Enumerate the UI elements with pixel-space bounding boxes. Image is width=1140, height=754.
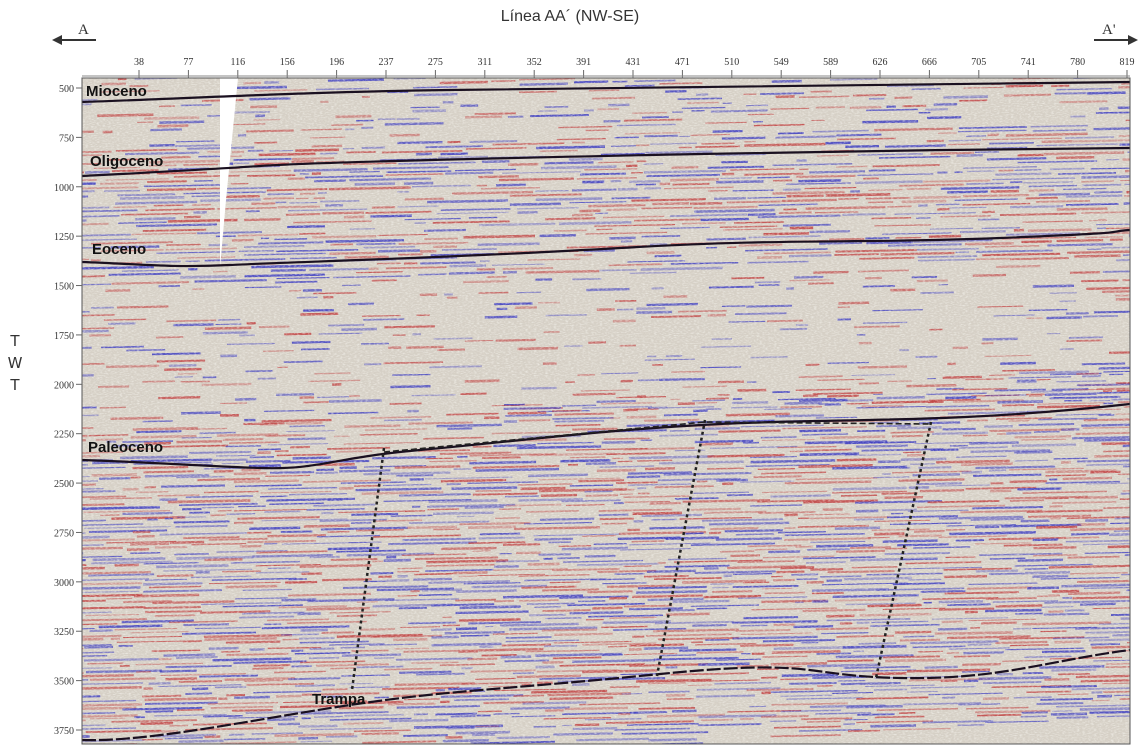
horizon-paleoceno-line [82, 402, 1130, 470]
y-tick-label: 750 [59, 133, 74, 144]
reflector-streak [653, 72, 675, 73]
horizon-label-oligoceno: Oligoceno [90, 153, 163, 170]
reflector-streak [522, 752, 575, 753]
y-tick-label: 1500 [54, 282, 74, 293]
horizon-label-paleoceno: Paleoceno [88, 439, 163, 456]
y-tick-label: 1000 [54, 183, 74, 194]
reflector-streak [984, 71, 1042, 72]
x-tick-label: 549 [774, 57, 789, 68]
arrow-right-icon [1094, 35, 1138, 45]
y-tick-label: 3750 [54, 726, 74, 737]
reflector-streak [629, 743, 648, 744]
reflector-streak [378, 745, 436, 746]
reflector-streak [367, 748, 435, 749]
reflector-streak [82, 648, 84, 650]
horizon-eoceno-line [82, 228, 1130, 268]
x-tick-label: 196 [329, 57, 344, 68]
horizon-label-trampa: Trampa [312, 691, 366, 708]
reflector-streak [278, 743, 300, 744]
y-tick-label: 3250 [54, 627, 74, 638]
reflector-streak [1049, 73, 1091, 74]
horizon-layer [82, 80, 1130, 742]
y-tick-label: 2250 [54, 430, 74, 441]
x-tick-label: 589 [823, 57, 838, 68]
x-tick-label: 705 [971, 57, 986, 68]
x-tick-label: 275 [428, 57, 443, 68]
x-tick-label: 352 [527, 57, 542, 68]
reflector-streak [621, 70, 651, 71]
x-tick-label: 431 [626, 57, 641, 68]
y-tick-label: 3000 [54, 578, 74, 589]
x-tick-label: 780 [1070, 57, 1085, 68]
reflector-streak [287, 746, 352, 747]
endpoint-a-prime-label: A' [1102, 22, 1116, 38]
horizon-mioceno-line [82, 80, 1130, 104]
x-tick-label: 626 [873, 57, 888, 68]
trap-top-line [383, 421, 932, 453]
horizon-label-mioceno: Mioceno [86, 83, 147, 100]
y-tick-label: 500 [59, 84, 74, 95]
endpoint-a-label: A [78, 22, 89, 38]
reflector-streak [1128, 234, 1130, 237]
arrow-left-icon [52, 35, 96, 45]
reflector-streak [493, 68, 522, 69]
reflector-streak [575, 747, 652, 749]
seismic-grain [82, 78, 1130, 744]
x-tick-label: 156 [280, 57, 295, 68]
data-gap-wedge [220, 78, 238, 268]
panel-frame [81, 77, 1131, 745]
y-tick-label: 2000 [54, 380, 74, 391]
x-tick-label: 311 [477, 57, 492, 68]
x-tick-label: 116 [230, 57, 245, 68]
fault-layer [350, 419, 933, 691]
reflector-streak [334, 73, 369, 74]
fault-line-3 [874, 421, 933, 679]
reflector-streak [82, 671, 84, 675]
twt-axis-letter: T [10, 376, 20, 394]
reflector-streak [187, 748, 260, 749]
reflector-streak [118, 749, 163, 750]
seismic-panel [82, 68, 1140, 754]
fault-line-1 [350, 447, 386, 691]
x-tick-label: 819 [1120, 57, 1135, 68]
x-tick-label: 391 [576, 57, 591, 68]
reflector-streak [797, 72, 842, 73]
line-title: Línea AA´ (NW-SE) [500, 8, 640, 25]
x-tick-label: 510 [724, 57, 739, 68]
reflector-streak [500, 749, 559, 750]
y-tick-label: 1750 [54, 331, 74, 342]
reflector-streak [94, 743, 138, 744]
horizon-oligoceno-line [82, 146, 1130, 178]
x-tick-label: 38 [134, 57, 144, 68]
x-tick-label: 741 [1021, 57, 1036, 68]
y-tick-label: 2500 [54, 479, 74, 490]
reflector-streak [150, 751, 182, 752]
reflector-streak [467, 743, 471, 744]
reflector-streak [1096, 71, 1140, 72]
reflector-streak [82, 171, 85, 174]
x-tick-label: 237 [379, 57, 394, 68]
reflector-streak [299, 750, 326, 751]
reflector-streak [445, 753, 490, 754]
twt-axis-letter: W [7, 354, 23, 372]
y-tick-label: 2750 [54, 528, 74, 539]
horizon-trampa-line [82, 648, 1130, 742]
x-tick-label: 471 [675, 57, 690, 68]
y-tick-label: 1250 [54, 232, 74, 243]
reflector-streak [428, 750, 495, 751]
horizon-label-eoceno: Eoceno [92, 241, 146, 258]
x-tick-label: 666 [922, 57, 937, 68]
twt-axis-letter: T [10, 332, 20, 350]
x-tick-label: 77 [183, 57, 193, 68]
y-tick-label: 3500 [54, 677, 74, 688]
fault-line-2 [655, 419, 707, 677]
reflector-streak [1129, 469, 1130, 472]
